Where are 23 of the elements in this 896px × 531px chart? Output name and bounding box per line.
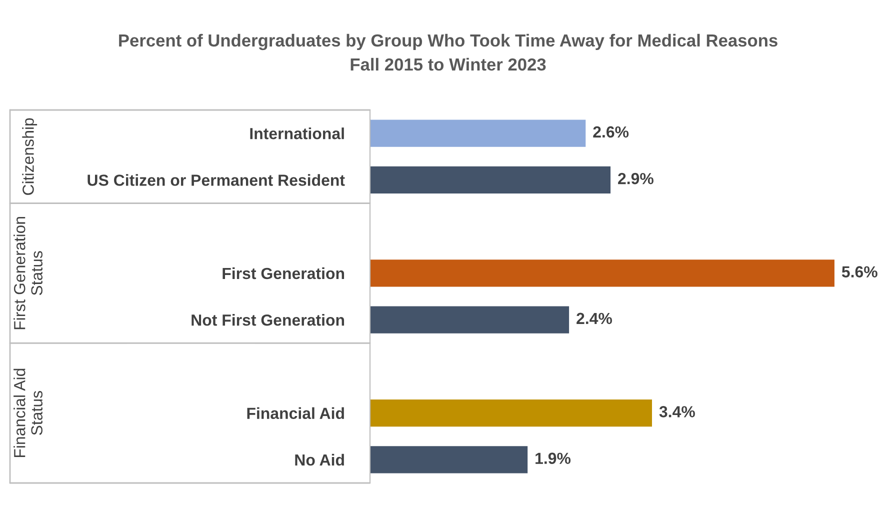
y-tick-label: US Citizen or Permanent Resident xyxy=(88,174,345,186)
chart-title: Percent of Undergraduates by Group Who Took Time Away for Medical Reasons xyxy=(119,34,778,50)
y-tick-label: Not First Generation xyxy=(192,314,344,326)
data-label: 2.4% xyxy=(576,312,612,324)
bar xyxy=(370,400,652,427)
data-label: 3.4% xyxy=(659,406,695,418)
y-tick-label: First Generation xyxy=(222,267,344,280)
bar xyxy=(370,260,834,287)
chart-subtitle: Fall 2015 to Winter 2023 xyxy=(350,58,546,71)
y-tick-label: Financial Aid xyxy=(247,407,344,420)
text: First Generation Status xyxy=(14,216,42,330)
data-label: 2.9% xyxy=(618,172,654,184)
y-tick-label: No Aid xyxy=(295,454,344,466)
data-label: 1.9% xyxy=(536,452,571,464)
text: Citizenship xyxy=(22,118,38,195)
bar xyxy=(370,446,528,474)
data-label: 2.6% xyxy=(593,126,629,138)
bar xyxy=(370,120,586,147)
bar xyxy=(370,306,570,334)
text: Financial Aid Status xyxy=(14,368,42,458)
bar xyxy=(370,166,611,194)
y-tick-label: International xyxy=(250,128,344,140)
data-label: 5.6% xyxy=(842,266,878,278)
